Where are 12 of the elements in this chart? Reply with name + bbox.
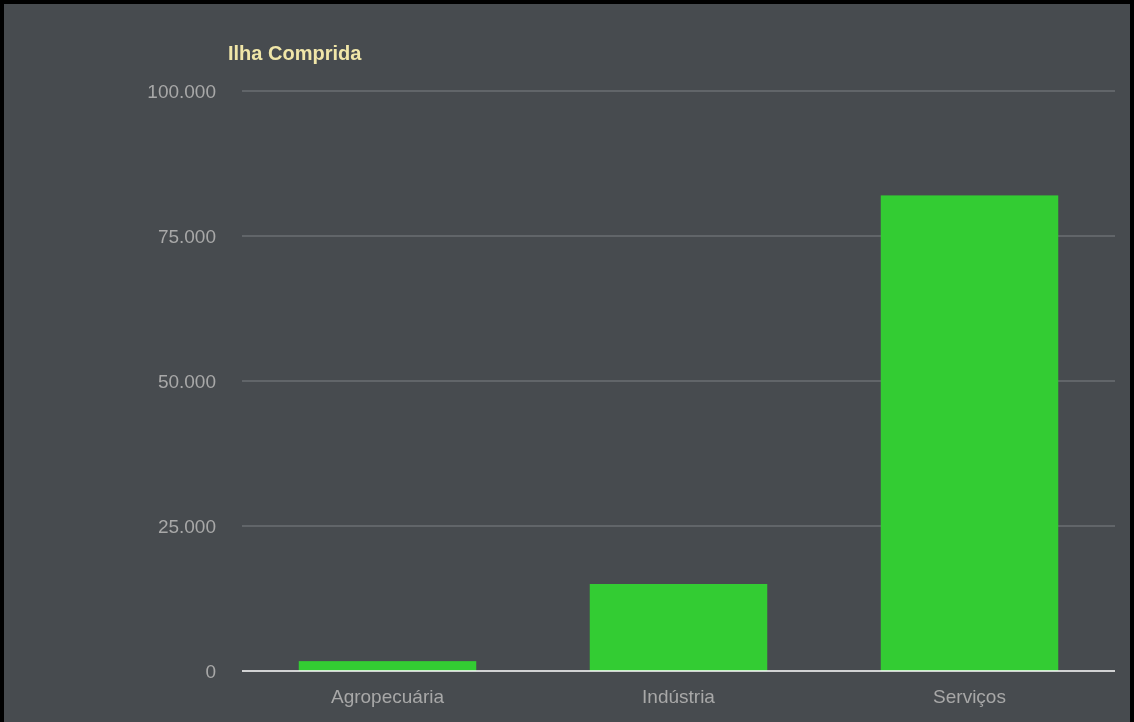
chart-title: Ilha Comprida — [228, 42, 363, 64]
x-tick-label: Indústria — [642, 686, 716, 708]
bar — [298, 661, 477, 671]
y-tick-label: 25.000 — [157, 515, 216, 537]
y-tick-label: 75.000 — [157, 225, 216, 247]
y-tick-label: 50.000 — [157, 370, 216, 392]
x-tick-label: Agropecuária — [330, 686, 445, 708]
x-tick-label: Serviços — [933, 686, 1006, 708]
y-tick-label: 0 — [205, 660, 216, 682]
bar — [589, 584, 768, 671]
bar — [880, 195, 1059, 671]
y-tick-label: 100.000 — [147, 80, 216, 102]
